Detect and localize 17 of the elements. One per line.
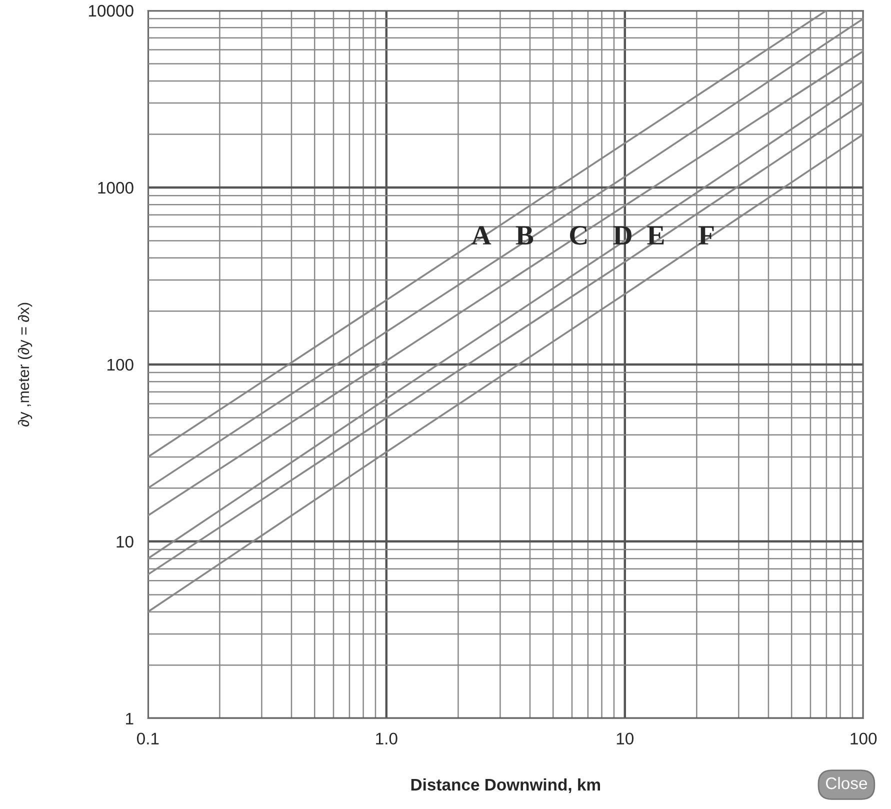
- x-tick-label: 10: [616, 732, 634, 745]
- x-tick-label: 1.0: [376, 732, 398, 745]
- x-tick-label: 100: [850, 732, 877, 745]
- y-tick-label: 10000: [88, 4, 134, 17]
- y-tick-label: 100: [107, 358, 134, 371]
- x-tick-label: 0.1: [136, 732, 159, 745]
- y-tick-label: 10: [116, 536, 134, 548]
- y-axis-title: ∂y ,meter (∂y = ∂x): [18, 302, 32, 427]
- annotation: C: [570, 226, 587, 245]
- y-tick-label: 1: [126, 712, 134, 724]
- annotation: F: [698, 226, 714, 244]
- annotation: B: [516, 226, 534, 245]
- text: Close: [826, 776, 868, 790]
- y-tick-label: 1000: [98, 182, 134, 194]
- annotation: A: [472, 226, 492, 244]
- x-axis-title: Distance Downwind, km: [411, 778, 600, 794]
- annotation: E: [647, 226, 664, 244]
